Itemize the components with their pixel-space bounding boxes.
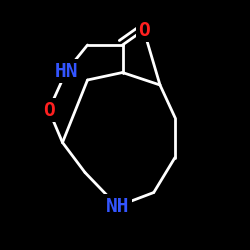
- Text: NH: NH: [106, 197, 129, 216]
- Text: O: O: [43, 100, 54, 119]
- Text: O: O: [138, 20, 149, 40]
- Text: HN: HN: [54, 62, 78, 81]
